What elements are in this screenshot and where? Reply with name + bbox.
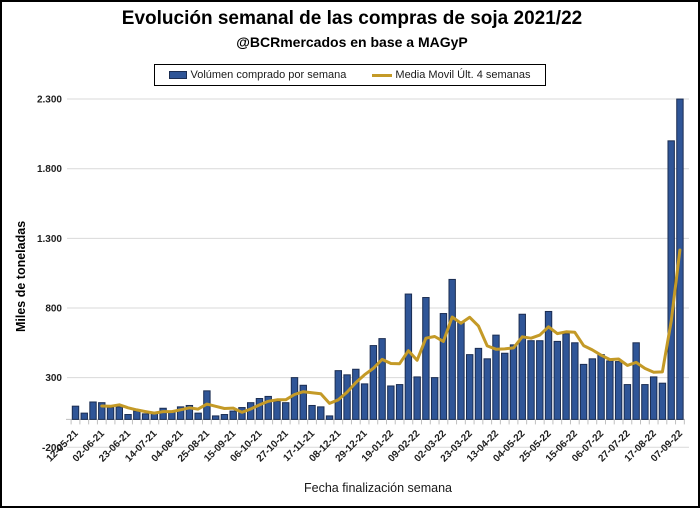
- bar-week-39: [413, 376, 421, 420]
- bar-week-44: [457, 321, 465, 420]
- svg-text:-200: -200: [42, 443, 62, 454]
- legend: Volúmen comprado por semana Media Movil …: [154, 64, 546, 86]
- line-series-swatch-icon: [372, 73, 393, 77]
- legend-item-volume: Volúmen comprado por semana: [169, 69, 346, 81]
- bar-week-16: [211, 415, 220, 420]
- bar-week-60: [597, 354, 605, 420]
- bar-week-55: [553, 340, 561, 420]
- bar-week-27: [308, 404, 316, 420]
- bar-week-34: [369, 345, 378, 420]
- bar-week-45: [466, 354, 474, 420]
- svg-text:1.800: 1.800: [37, 164, 62, 175]
- bar-week-8: [141, 413, 150, 420]
- bar-week-37: [395, 384, 404, 420]
- moving-average-line: [100, 248, 682, 415]
- bar-week-1: [80, 412, 88, 420]
- svg-text:1.300: 1.300: [37, 234, 62, 245]
- bar-week-64: [632, 342, 640, 420]
- bar-week-22: [264, 395, 272, 420]
- bars-group: [71, 98, 684, 420]
- bar-week-47: [483, 358, 491, 420]
- bar-week-56: [562, 333, 570, 420]
- bar-week-68: [667, 140, 675, 420]
- bar-week-3: [98, 402, 106, 420]
- bar-week-2: [89, 401, 97, 420]
- bar-week-33: [360, 383, 369, 420]
- legend-line-label: Media Movil Últ. 4 semanas: [395, 69, 531, 81]
- svg-text:800: 800: [45, 303, 62, 314]
- bar-week-4: [106, 407, 115, 420]
- bar-week-13: [185, 404, 194, 420]
- bar-week-58: [579, 363, 588, 420]
- y-tick-labels: 2.300 1.800 1.300 800 300 -200: [37, 95, 62, 454]
- bar-week-35: [378, 338, 386, 420]
- x-axis: [66, 418, 685, 425]
- bar-week-54: [544, 310, 553, 420]
- bar-week-57: [571, 342, 579, 420]
- bar-week-61: [606, 360, 614, 420]
- bar-week-0: [71, 405, 80, 420]
- bar-week-24: [282, 402, 290, 420]
- bar-week-65: [641, 384, 649, 420]
- bar-week-23: [273, 400, 281, 420]
- bar-week-5: [115, 406, 123, 420]
- bar-week-14: [194, 412, 202, 420]
- bar-series-swatch-icon: [169, 71, 188, 79]
- bar-week-10: [159, 407, 167, 420]
- page-title: Evolución semanal de las compras de soja…: [121, 8, 583, 29]
- x-tick-labels: 12-05-2102-06-2123-06-2114-07-2104-08-21…: [45, 428, 686, 464]
- bar-week-12: [176, 406, 185, 420]
- bar-week-52: [527, 340, 535, 420]
- bar-week-28: [317, 406, 325, 420]
- bar-week-38: [404, 293, 413, 420]
- bar-week-59: [588, 358, 597, 420]
- bar-week-46: [474, 347, 483, 420]
- bar-week-41: [430, 377, 439, 420]
- bar-week-17: [220, 414, 229, 420]
- x-axis-title: Fecha finalización semana: [304, 481, 452, 495]
- bar-week-30: [334, 370, 343, 420]
- bar-week-18: [229, 410, 237, 420]
- bar-week-48: [492, 334, 500, 420]
- bar-week-25: [290, 377, 299, 420]
- bar-week-62: [614, 361, 623, 420]
- legend-item-moving-average: Media Movil Últ. 4 semanas: [372, 69, 531, 81]
- bar-week-40: [422, 297, 430, 420]
- bar-week-63: [623, 384, 632, 420]
- bar-week-42: [439, 313, 448, 420]
- bar-week-50: [509, 344, 518, 420]
- legend-bar-label: Volúmen comprado por semana: [190, 69, 347, 81]
- bar-week-31: [343, 374, 351, 420]
- bar-week-51: [518, 313, 526, 420]
- bar-week-29: [325, 415, 334, 420]
- bar-week-36: [387, 385, 395, 420]
- bar-week-66: [649, 376, 658, 420]
- bar-week-21: [255, 398, 264, 420]
- bar-week-49: [501, 352, 509, 420]
- bar-week-26: [299, 384, 307, 420]
- bar-week-6: [124, 414, 132, 420]
- svg-text:2.300: 2.300: [37, 95, 62, 106]
- bar-week-53: [536, 340, 544, 420]
- bar-week-43: [448, 278, 456, 420]
- bar-week-32: [352, 368, 360, 420]
- chart-subtitle: @BCRmercados en base a MAGyP: [236, 34, 468, 50]
- bar-week-7: [133, 410, 141, 420]
- bar-week-67: [658, 382, 667, 420]
- svg-text:300: 300: [45, 373, 62, 384]
